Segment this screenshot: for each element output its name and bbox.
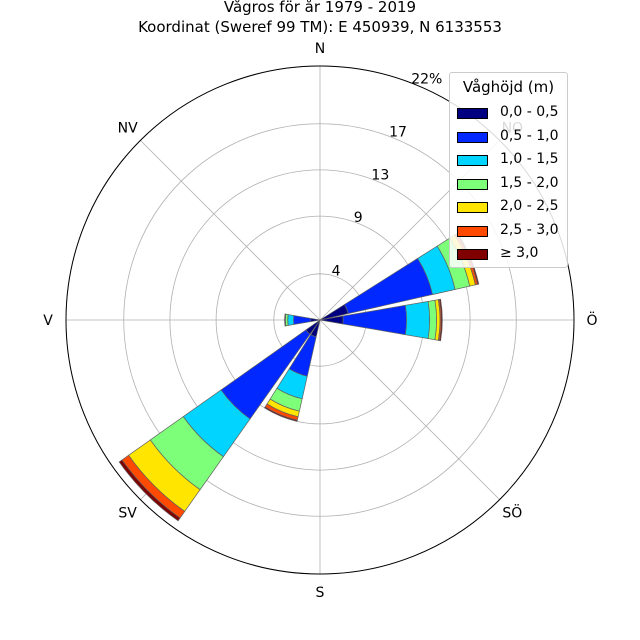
legend-swatch — [457, 249, 488, 260]
legend-label: 2,0 - 2,5 — [500, 198, 559, 214]
direction-label: SV — [118, 505, 137, 521]
ring-label: 4 — [332, 263, 341, 279]
ring-label: 17 — [389, 125, 407, 141]
direction-label: NV — [118, 121, 138, 137]
legend-swatch — [457, 155, 488, 166]
rose-bar-ssv — [264, 406, 298, 422]
rose-bar-ö — [439, 298, 443, 342]
ring-label: 13 — [371, 167, 389, 183]
legend-label: 0,0 - 0,5 — [500, 104, 559, 120]
outer-circle — [65, 65, 575, 575]
legend-label: 1,0 - 1,5 — [500, 151, 559, 167]
rose-bar-sv — [118, 459, 181, 522]
direction-label: N — [315, 41, 325, 57]
rose-bar-v — [293, 315, 312, 325]
direction-label: SÖ — [502, 503, 522, 521]
direction-label: Ö — [586, 311, 597, 329]
rose-bar-ö — [404, 301, 430, 339]
ring-label: 22% — [411, 71, 442, 87]
legend-swatch — [457, 178, 488, 190]
chart-title: Vågros för år 1979 - 2019 — [223, 0, 417, 16]
ring-label: 9 — [354, 210, 363, 226]
legend-swatch — [457, 131, 488, 143]
legend-label: 0,5 - 1,0 — [500, 127, 559, 144]
rose-bars — [118, 232, 480, 522]
legend-label: ≥ 3,0 — [500, 245, 539, 261]
grid-spoke — [319, 319, 500, 500]
legend-swatch — [457, 225, 488, 237]
legend-label: 1,5 - 2,0 — [500, 174, 559, 191]
rose-bar-v — [284, 313, 286, 327]
direction-label: S — [316, 585, 325, 601]
chart-subtitle: Koordinat (Sweref 99 TM): E 450939, N 61… — [138, 18, 502, 36]
direction-label: V — [43, 313, 53, 329]
legend-swatch — [457, 108, 488, 119]
grid-spoke — [140, 140, 321, 321]
legend-label: 2,5 - 3,0 — [500, 221, 559, 238]
legend: Våghöjd (m) 0,0 - 0,5 0,5 - 1,0 1,0 - 1,5 1… — [449, 72, 568, 268]
legend-title: Våghöjd (m) — [462, 78, 555, 96]
legend-swatch — [457, 202, 488, 213]
rose-bar-ö — [427, 299, 437, 341]
polar-outline — [65, 65, 575, 575]
rose-bar-v — [287, 314, 295, 326]
